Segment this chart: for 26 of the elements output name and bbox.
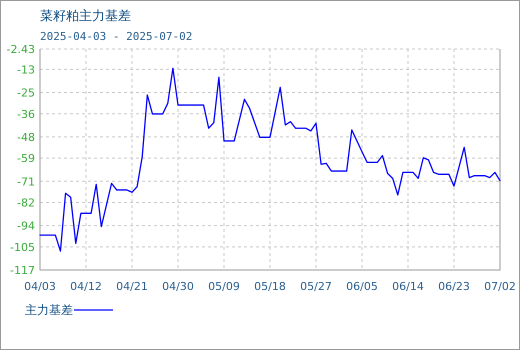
y-tick-label: -2.43 — [6, 43, 35, 56]
y-tick-label: -94 — [17, 220, 35, 233]
x-tick-label: 04/30 — [162, 280, 194, 293]
y-tick-label: -117 — [10, 264, 35, 277]
line-series — [39, 68, 501, 252]
x-tick-label: 04/12 — [70, 280, 102, 293]
chart-subtitle: 2025-04-03 - 2025-07-02 — [40, 30, 192, 43]
x-tick-label: 05/27 — [300, 280, 332, 293]
y-tick-label: -36 — [17, 108, 35, 121]
y-tick-label: -82 — [17, 196, 35, 210]
y-tick-label: -59 — [17, 152, 35, 166]
y-tick-label: -71 — [17, 175, 35, 188]
y-tick-label: -48 — [17, 130, 35, 144]
x-tick-label: 06/23 — [438, 280, 470, 293]
x-tick-label: 04/21 — [116, 280, 148, 293]
x-tick-label: 06/05 — [346, 280, 378, 293]
x-tick-label: 05/18 — [254, 280, 286, 293]
x-tick-label: 07/02 — [484, 280, 516, 293]
legend-label: 主力基差 — [25, 303, 73, 317]
x-tick-label: 05/09 — [208, 280, 240, 293]
y-tick-label: -105 — [10, 240, 35, 254]
y-tick-label: -13 — [17, 63, 35, 76]
x-tick-label: 06/14 — [392, 280, 424, 293]
chart-title: 菜籽粕主力基差 — [40, 8, 131, 24]
x-tick-label: 04/03 — [24, 280, 56, 293]
y-tick-label: -25 — [17, 86, 35, 100]
